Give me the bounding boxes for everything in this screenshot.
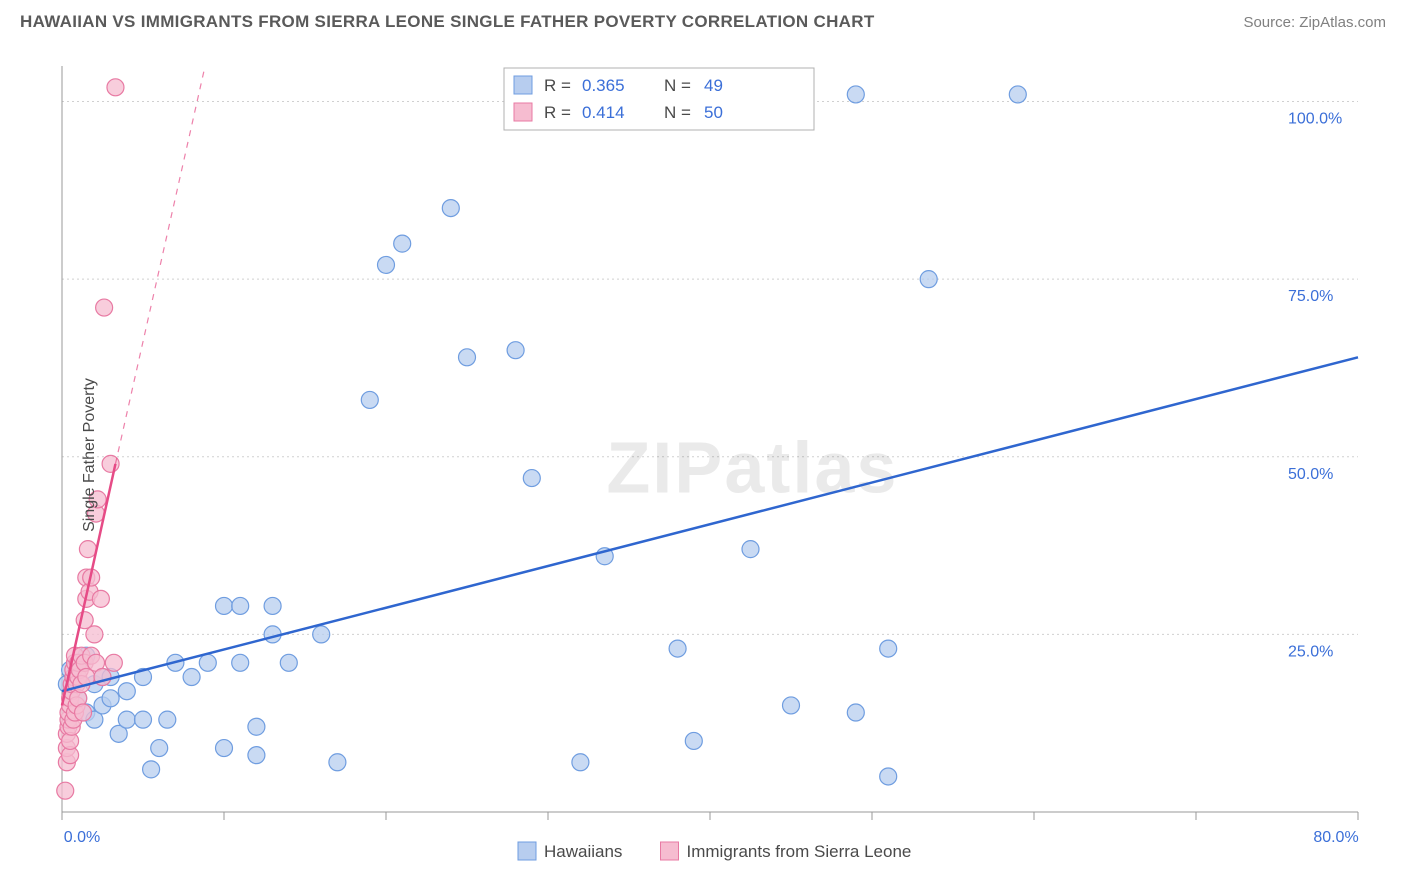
y-tick-label: 25.0% bbox=[1288, 643, 1333, 660]
data-point bbox=[378, 256, 395, 273]
legend-n-value[interactable]: 50 bbox=[704, 103, 723, 122]
legend-n-value[interactable]: 49 bbox=[704, 76, 723, 95]
legend-series-name: Hawaiians bbox=[544, 842, 622, 861]
data-point bbox=[685, 732, 702, 749]
data-point bbox=[394, 235, 411, 252]
watermark: ZIPatlas bbox=[606, 428, 898, 508]
data-point bbox=[96, 299, 113, 316]
data-point bbox=[847, 86, 864, 103]
source-attribution: Source: ZipAtlas.com bbox=[1243, 14, 1386, 31]
data-point bbox=[880, 768, 897, 785]
chart-area: Single Father Poverty 0.0% 80.0% 25.0% 50.0… bbox=[48, 50, 1388, 860]
data-point bbox=[523, 470, 540, 487]
data-point bbox=[742, 541, 759, 558]
y-tick-label: 100.0% bbox=[1288, 111, 1342, 128]
chart-title: HAWAIIAN VS IMMIGRANTS FROM SIERRA LEONE… bbox=[20, 12, 875, 32]
legend-r-value[interactable]: 0.365 bbox=[582, 76, 625, 95]
legend-swatch bbox=[514, 103, 532, 121]
data-point bbox=[783, 697, 800, 714]
data-point bbox=[216, 740, 233, 757]
x-tick-label: 80.0% bbox=[1313, 829, 1358, 846]
data-point bbox=[313, 626, 330, 643]
data-point bbox=[79, 541, 96, 558]
data-point bbox=[920, 271, 937, 288]
data-point bbox=[507, 342, 524, 359]
data-point bbox=[75, 704, 92, 721]
data-point bbox=[151, 740, 168, 757]
data-point bbox=[329, 754, 346, 771]
data-point bbox=[118, 683, 135, 700]
legend-swatch-bottom bbox=[661, 842, 679, 860]
data-point bbox=[118, 711, 135, 728]
data-point bbox=[880, 640, 897, 657]
data-point bbox=[143, 761, 160, 778]
data-point bbox=[86, 626, 103, 643]
data-point bbox=[107, 79, 124, 96]
data-point bbox=[572, 754, 589, 771]
data-point bbox=[232, 597, 249, 614]
data-point bbox=[459, 349, 476, 366]
trend-line-hawaiians bbox=[62, 357, 1358, 691]
data-point bbox=[847, 704, 864, 721]
data-point bbox=[669, 640, 686, 657]
legend-n-label: N = bbox=[664, 103, 691, 122]
legend-r-value[interactable]: 0.414 bbox=[582, 103, 625, 122]
legend-swatch bbox=[514, 76, 532, 94]
legend-r-label: R = bbox=[544, 103, 571, 122]
data-point bbox=[1009, 86, 1026, 103]
y-tick-label: 75.0% bbox=[1288, 288, 1333, 305]
data-point bbox=[199, 654, 216, 671]
data-point bbox=[57, 782, 74, 799]
data-point bbox=[280, 654, 297, 671]
x-tick-label: 0.0% bbox=[64, 829, 100, 846]
legend-stats: R = 0.365 N = 49 R = 0.414 N = 50 bbox=[504, 68, 814, 130]
data-point bbox=[264, 597, 281, 614]
data-point bbox=[361, 391, 378, 408]
data-point bbox=[183, 669, 200, 686]
data-point bbox=[102, 690, 119, 707]
data-point bbox=[102, 455, 119, 472]
scatter-chart-svg: 0.0% 80.0% 25.0% 50.0% 75.0% 100.0% ZIPatlas R … bbox=[48, 50, 1388, 870]
trend-extension-sierra_leone bbox=[115, 66, 205, 464]
data-point bbox=[135, 711, 152, 728]
data-point bbox=[92, 590, 109, 607]
data-point bbox=[105, 654, 122, 671]
legend-n-label: N = bbox=[664, 76, 691, 95]
data-point bbox=[248, 747, 265, 764]
data-point bbox=[216, 597, 233, 614]
data-point bbox=[159, 711, 176, 728]
legend-series-name: Immigrants from Sierra Leone bbox=[687, 842, 912, 861]
y-axis-label: Single Father Poverty bbox=[81, 378, 99, 532]
data-point bbox=[442, 200, 459, 217]
legend-swatch-bottom bbox=[518, 842, 536, 860]
data-point bbox=[232, 654, 249, 671]
legend-r-label: R = bbox=[544, 76, 571, 95]
y-tick-label: 50.0% bbox=[1288, 466, 1333, 483]
data-point bbox=[248, 718, 265, 735]
